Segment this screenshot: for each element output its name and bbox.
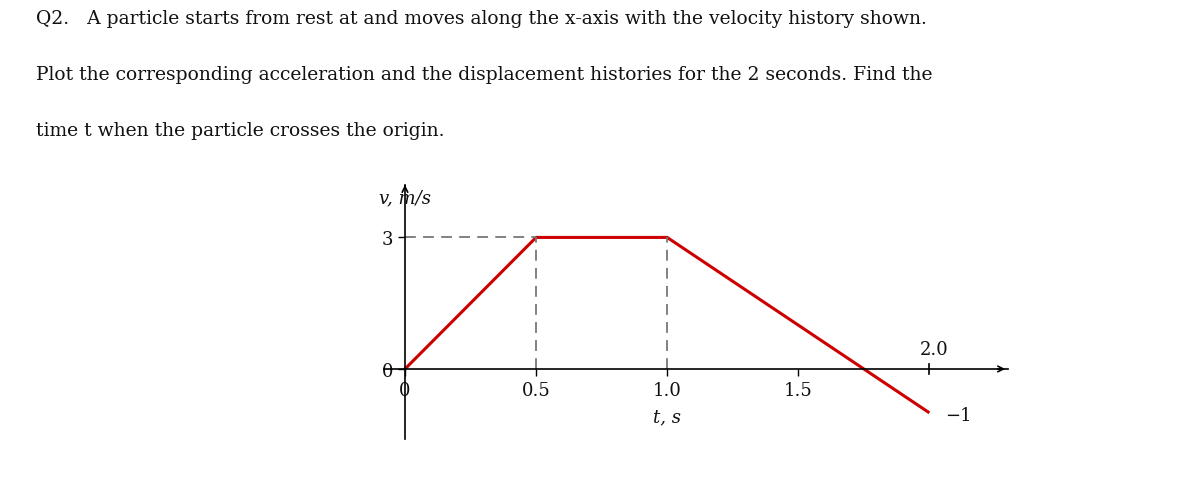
Text: 2.0: 2.0 (920, 340, 949, 358)
Text: Q2.   A particle starts from rest at and moves along the x-axis with the velocit: Q2. A particle starts from rest at and m… (36, 10, 926, 28)
Text: t, s: t, s (653, 407, 682, 426)
Text: v, m/s: v, m/s (379, 189, 431, 207)
Text: Plot the corresponding acceleration and the displacement histories for the 2 sec: Plot the corresponding acceleration and … (36, 66, 932, 84)
Text: time t when the particle crosses the origin.: time t when the particle crosses the ori… (36, 122, 444, 140)
Text: −1: −1 (946, 406, 972, 424)
